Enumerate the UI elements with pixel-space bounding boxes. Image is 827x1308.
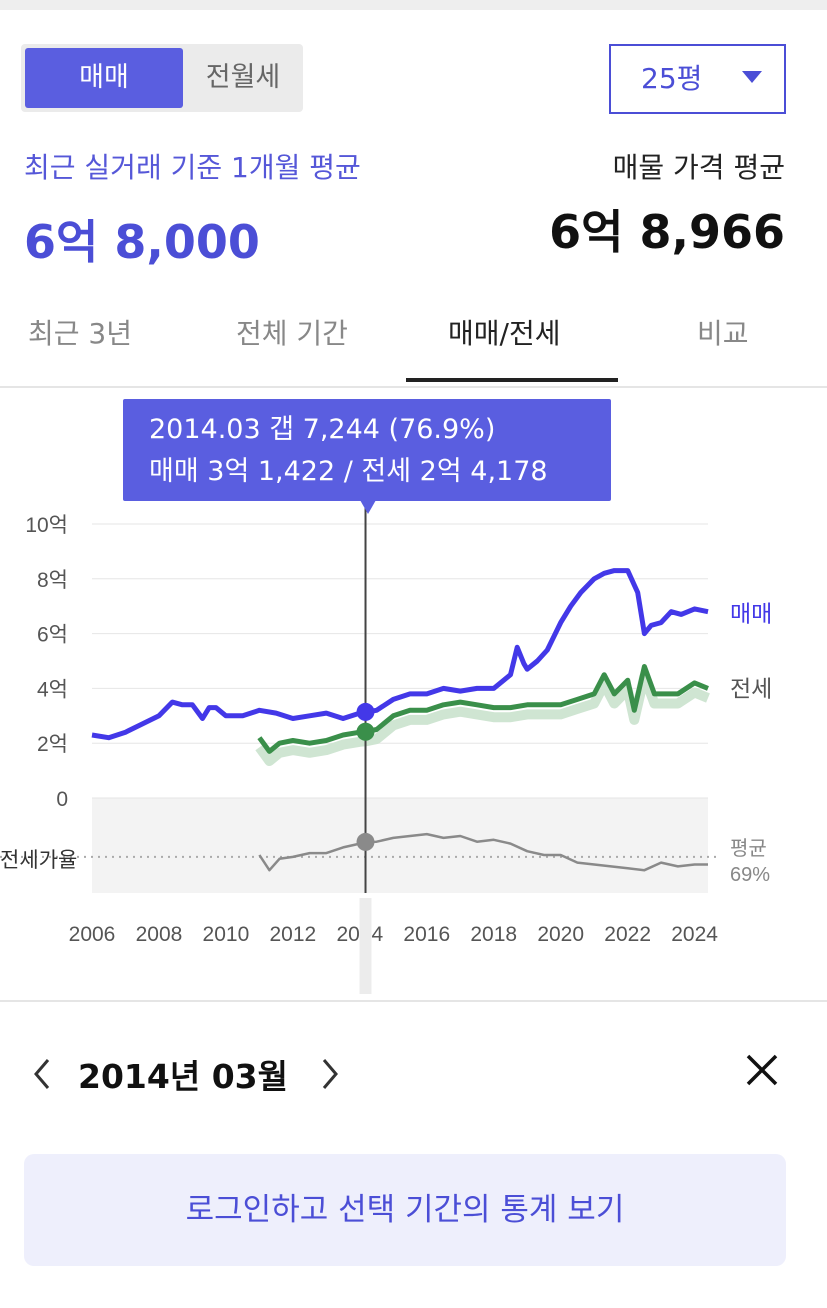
ratio-average-value: 69% [730,864,770,886]
x-tick-label: 2010 [203,923,250,946]
chart-tooltip: 2014.03 갭 7,244 (76.9%) 매매 3억 1,422 / 전세… [123,399,611,501]
chart-tabs: 최근 3년 전체 기간 매매/전세 비교 [0,298,827,388]
size-select-value: 25평 [641,62,703,95]
tab-compare[interactable]: 비교 [697,317,749,350]
caret-down-icon [742,71,762,83]
x-tick-label: 2020 [537,923,584,946]
close-icon[interactable] [742,1050,782,1090]
rent-toggle-button[interactable]: 전월세 [205,62,281,93]
selected-sale-point [356,702,375,721]
size-select[interactable]: 25평 [609,44,786,114]
recent-average-label: 최근 실거래 기준 1개월 평균 [24,151,361,184]
price-chart[interactable]: 10억8억6억4억2억02006200820102012201420162018… [0,388,827,1002]
x-tick-label: 2008 [136,923,183,946]
sale-toggle-button[interactable]: 매매 [25,48,183,108]
ratio-series-line [258,832,708,872]
ratio-label: 전세가율 [0,849,77,872]
y-tick-label: 4억 [37,678,68,701]
jeonse-series-line [257,664,709,754]
x-tick-label: 2024 [671,923,718,946]
chevron-left-icon[interactable] [28,1054,58,1094]
selected-jeonse-point [356,722,375,741]
tab-sale-jeonse[interactable]: 매매/전세 [448,317,561,350]
tooltip-price-line: 매매 3억 1,422 / 전세 2억 4,178 [149,456,548,487]
selected-date: 2014년 03월 [78,1057,288,1096]
date-navigator: 2014년 03월 [0,1040,827,1110]
crosshair-handle [359,898,372,994]
x-tick-label: 2006 [69,923,116,946]
listing-average-label: 매물 가격 평균 [612,151,785,184]
login-stats-button[interactable]: 로그인하고 선택 기간의 통계 보기 [24,1154,786,1266]
chevron-right-icon[interactable] [314,1054,344,1094]
recent-average-price: 6억 8,000 [24,215,260,269]
price-chart-svg: 10억8억6억4억2억02006200820102012201420162018… [0,508,772,994]
y-tick-label: 2억 [37,733,68,756]
jeonse-series-label: 전세 [730,675,772,701]
selected-ratio-point [356,832,375,851]
chart-divider [0,1000,827,1002]
sale-series-line [91,568,709,741]
y-tick-label: 6억 [37,624,68,647]
ratio-panel-background [92,798,708,893]
active-tab-indicator [406,378,618,382]
tab-all-period[interactable]: 전체 기간 [236,317,348,350]
y-tick-label: 8억 [37,569,68,592]
x-tick-label: 2022 [604,923,651,946]
sale-series-label: 매매 [730,601,772,627]
listing-average-price: 6억 8,966 [549,205,785,259]
top-strip [0,0,827,10]
x-tick-label: 2012 [270,923,317,946]
x-tick-label: 2018 [470,923,517,946]
tooltip-arrow [360,500,376,514]
tooltip-gap-line: 2014.03 갭 7,244 (76.9%) [149,414,496,445]
y-tick-label: 10억 [25,514,68,537]
y-tick-label: 0 [56,788,68,811]
ratio-average-label: 평균 [730,837,767,860]
deal-type-toggle: 매매 전월세 [21,44,303,112]
x-tick-label: 2016 [403,923,450,946]
tab-recent-3y[interactable]: 최근 3년 [28,317,132,350]
